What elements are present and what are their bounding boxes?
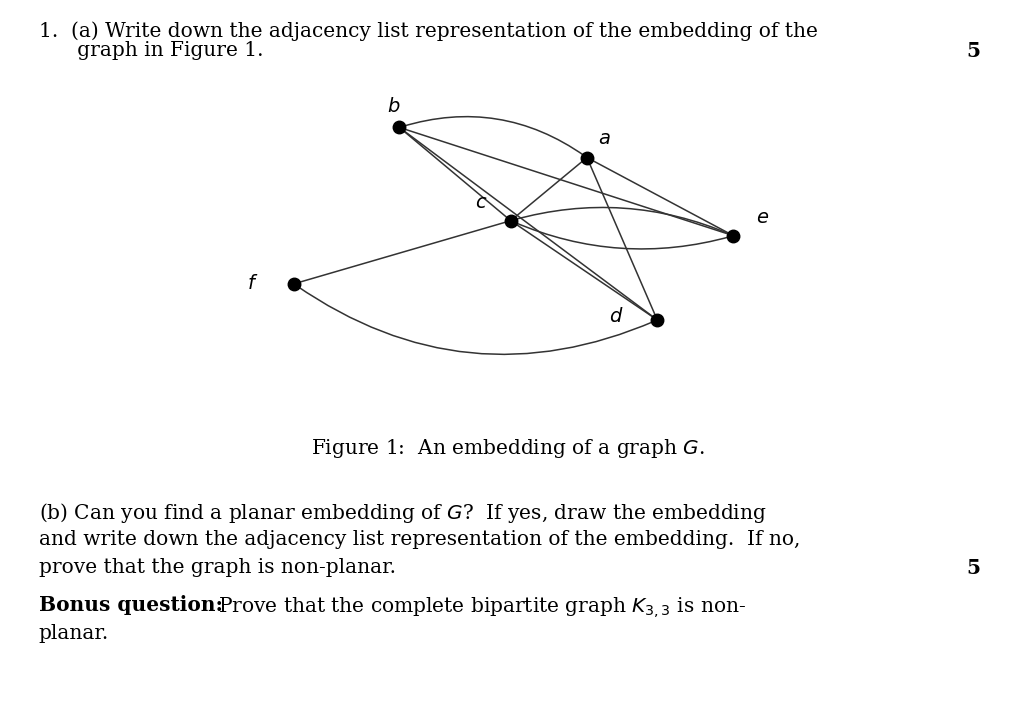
Text: prove that the graph is non-planar.: prove that the graph is non-planar. [39,558,395,577]
Text: graph in Figure 1.: graph in Figure 1. [39,41,263,60]
Text: (b) Can you find a planar embedding of $G$?  If yes, draw the embedding: (b) Can you find a planar embedding of $… [39,501,766,525]
Text: and write down the adjacency list representation of the embedding.  If no,: and write down the adjacency list repres… [39,530,800,549]
FancyArrowPatch shape [513,208,731,235]
Text: 1.  (a) Write down the adjacency list representation of the embedding of the: 1. (a) Write down the adjacency list rep… [39,21,818,41]
FancyArrowPatch shape [402,117,584,156]
Text: $c$: $c$ [475,193,488,212]
Text: 5: 5 [966,41,980,61]
Text: $a$: $a$ [598,130,611,149]
Text: planar.: planar. [39,624,109,643]
Text: $b$: $b$ [387,97,400,116]
Text: $e$: $e$ [756,208,769,227]
Text: $d$: $d$ [609,307,624,326]
Text: $f$: $f$ [247,274,258,294]
FancyArrowPatch shape [296,285,654,354]
Text: Bonus question:: Bonus question: [39,595,223,615]
FancyArrowPatch shape [513,222,731,249]
Text: 5: 5 [966,558,980,578]
Text: Figure 1:  An embedding of a graph $G$.: Figure 1: An embedding of a graph $G$. [311,437,705,460]
Text: Prove that the complete bipartite graph $K_{3,3}$ is non-: Prove that the complete bipartite graph … [199,595,746,620]
